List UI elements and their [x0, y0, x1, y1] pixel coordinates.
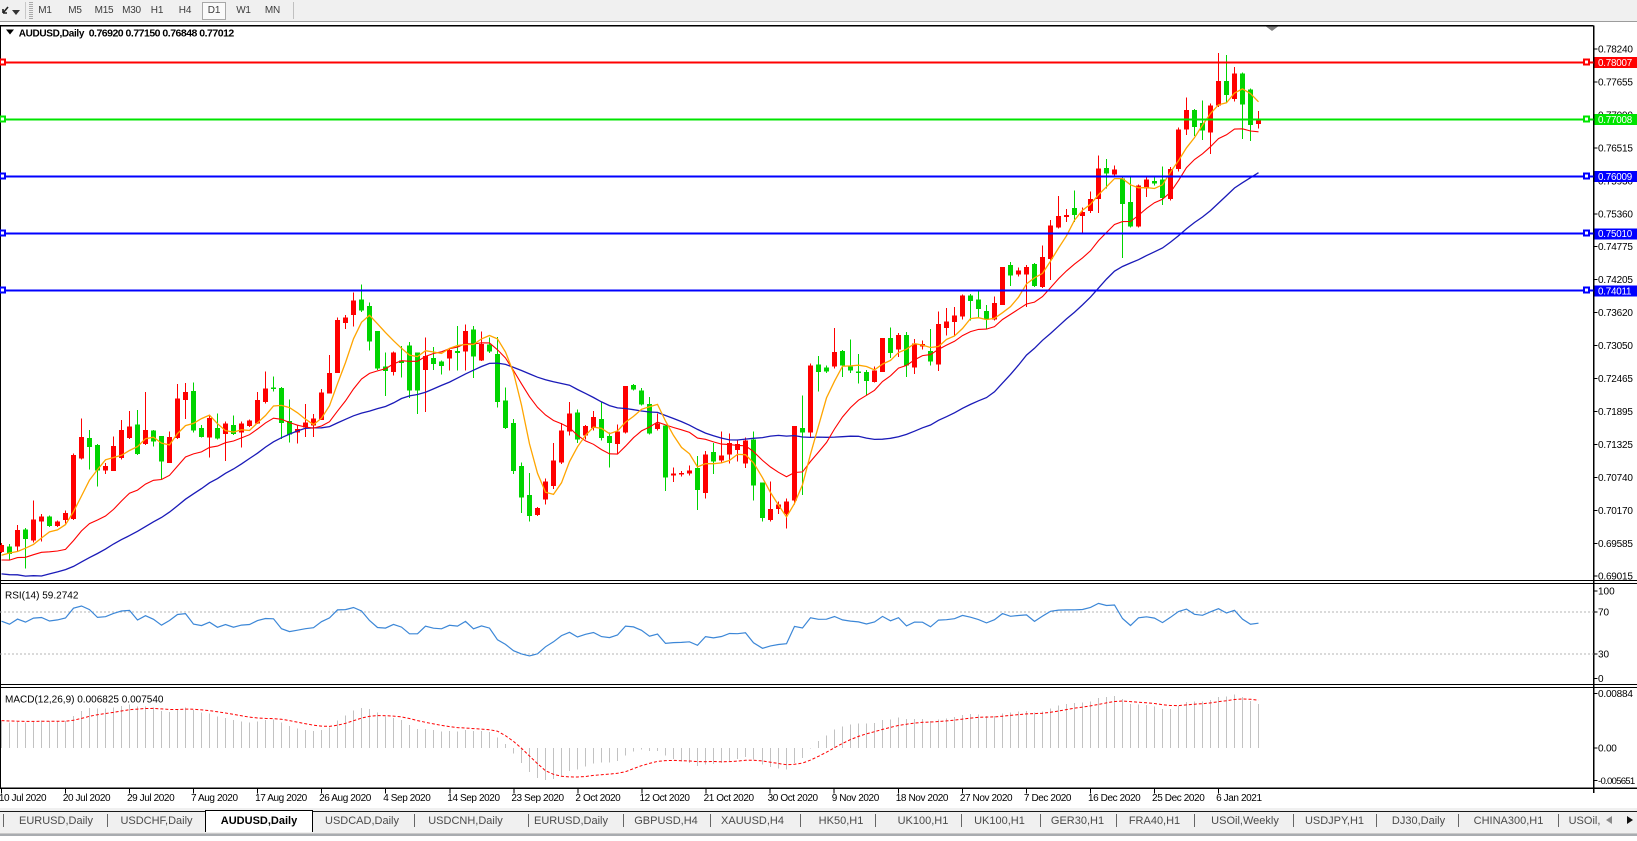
svg-text:100: 100: [1598, 587, 1615, 598]
svg-text:0: 0: [1598, 674, 1604, 685]
svg-text:7 Aug 2020: 7 Aug 2020: [191, 793, 238, 804]
svg-text:0.75010: 0.75010: [1598, 229, 1633, 240]
svg-text:17 Aug 2020: 17 Aug 2020: [255, 793, 308, 804]
svg-text:0.74775: 0.74775: [1598, 242, 1633, 253]
svg-text:6 Jan 2021: 6 Jan 2021: [1216, 793, 1262, 804]
svg-text:RSI(14) 59.2742: RSI(14) 59.2742: [5, 591, 79, 602]
svg-text:0.00: 0.00: [1598, 743, 1617, 754]
svg-text:0.75360: 0.75360: [1598, 209, 1633, 220]
svg-text:12 Oct 2020: 12 Oct 2020: [640, 793, 691, 804]
svg-text:0.69015: 0.69015: [1598, 572, 1633, 583]
svg-text:AUDUSD,Daily: AUDUSD,Daily: [19, 29, 85, 40]
svg-text:0.71895: 0.71895: [1598, 407, 1633, 418]
svg-text:-0.005651: -0.005651: [1598, 776, 1635, 787]
svg-text:0.76009: 0.76009: [1598, 172, 1632, 183]
svg-text:0.70170: 0.70170: [1598, 506, 1633, 517]
svg-text:0.78007: 0.78007: [1598, 58, 1632, 69]
svg-text:4 Sep 2020: 4 Sep 2020: [383, 793, 431, 804]
svg-text:0.71325: 0.71325: [1598, 440, 1633, 451]
svg-text:29 Jul 2020: 29 Jul 2020: [127, 793, 175, 804]
svg-text:0.78240: 0.78240: [1598, 45, 1633, 56]
svg-text:30 Oct 2020: 30 Oct 2020: [768, 793, 819, 804]
svg-text:0.00884: 0.00884: [1598, 689, 1633, 700]
svg-text:0.72465: 0.72465: [1598, 374, 1633, 385]
svg-text:30: 30: [1598, 650, 1610, 661]
svg-text:2 Oct 2020: 2 Oct 2020: [575, 793, 621, 804]
svg-text:23 Sep 2020: 23 Sep 2020: [511, 793, 564, 804]
svg-text:14 Sep 2020: 14 Sep 2020: [447, 793, 500, 804]
svg-text:10 Jul 2020: 10 Jul 2020: [0, 793, 47, 804]
svg-text:0.70740: 0.70740: [1598, 473, 1633, 484]
svg-text:0.77008: 0.77008: [1598, 115, 1633, 126]
svg-text:18 Nov 2020: 18 Nov 2020: [896, 793, 949, 804]
svg-text:0.76515: 0.76515: [1598, 143, 1633, 154]
svg-text:0.73050: 0.73050: [1598, 341, 1633, 352]
svg-text:7 Dec 2020: 7 Dec 2020: [1024, 793, 1072, 804]
svg-text:MACD(12,26,9) 0.006825 0.00754: MACD(12,26,9) 0.006825 0.007540: [5, 695, 164, 706]
svg-text:16 Dec 2020: 16 Dec 2020: [1088, 793, 1141, 804]
svg-text:20 Jul 2020: 20 Jul 2020: [63, 793, 111, 804]
svg-text:0.76920 0.77150 0.76848 0.7701: 0.76920 0.77150 0.76848 0.77012: [89, 28, 235, 40]
svg-text:0.77655: 0.77655: [1598, 77, 1633, 88]
svg-text:9 Nov 2020: 9 Nov 2020: [832, 793, 880, 804]
svg-text:0.74011: 0.74011: [1598, 286, 1631, 297]
svg-text:25 Dec 2020: 25 Dec 2020: [1152, 793, 1205, 804]
svg-text:0.69585: 0.69585: [1598, 539, 1633, 550]
svg-text:70: 70: [1598, 608, 1610, 619]
svg-text:21 Oct 2020: 21 Oct 2020: [704, 793, 755, 804]
svg-text:0.74205: 0.74205: [1598, 275, 1633, 286]
svg-text:0.73620: 0.73620: [1598, 308, 1633, 319]
svg-text:26 Aug 2020: 26 Aug 2020: [319, 793, 372, 804]
svg-text:27 Nov 2020: 27 Nov 2020: [960, 793, 1013, 804]
